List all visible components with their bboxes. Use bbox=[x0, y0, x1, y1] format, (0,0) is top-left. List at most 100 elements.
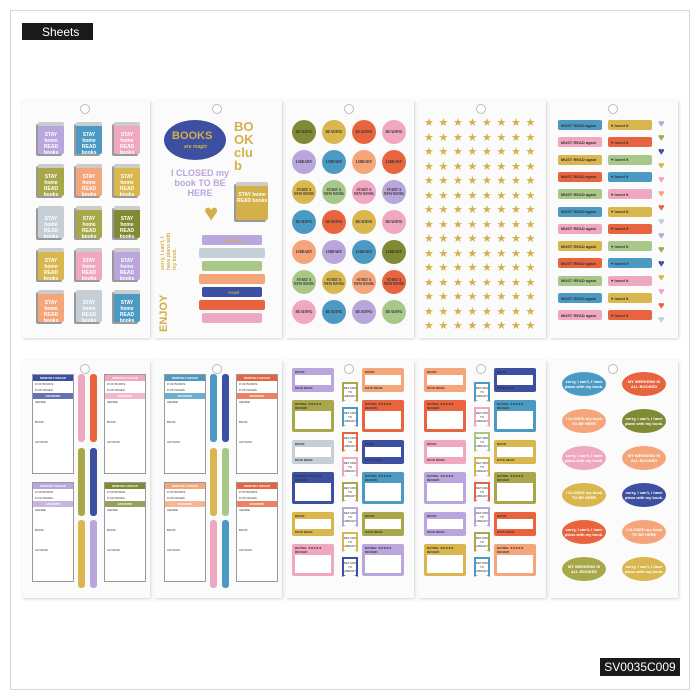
star-sticker: ★ bbox=[525, 175, 536, 187]
genre-field: GENRE: bbox=[107, 508, 119, 512]
recap-pages: # OF PAGES: bbox=[239, 496, 258, 500]
star-sticker: ★ bbox=[525, 160, 536, 173]
loved-it-label: ♥ loved it bbox=[608, 258, 652, 269]
reading-circle: READING bbox=[352, 300, 376, 324]
star-sticker: ★ bbox=[482, 117, 492, 129]
hang-hole-icon bbox=[80, 104, 90, 114]
recap-pages: # OF PAGES: bbox=[167, 388, 186, 392]
star-sticker: ★ bbox=[424, 160, 434, 173]
tab-strip bbox=[90, 374, 97, 442]
star-sticker: ★ bbox=[453, 320, 463, 332]
reading-circle: LIBRARY bbox=[322, 150, 346, 174]
star-sticker: ★ bbox=[525, 117, 536, 129]
star-sticker: ★ bbox=[467, 276, 478, 289]
book-box bbox=[427, 447, 463, 457]
author-field: AUTHOR: bbox=[239, 440, 253, 444]
star-sticker: ★ bbox=[438, 305, 449, 318]
star-sticker: ★ bbox=[424, 305, 434, 318]
star-sticker: ★ bbox=[424, 218, 434, 231]
sorry-text: sorry, I can't, I have plans with my boo… bbox=[160, 232, 178, 270]
favorite-header: FAVORITE bbox=[165, 501, 205, 507]
books-sub: are magic bbox=[184, 144, 208, 150]
return-flag: RETURN TO LIBRARY bbox=[474, 557, 490, 577]
review-box bbox=[295, 483, 331, 501]
book-card: BOOK: DATE READ: bbox=[494, 440, 536, 464]
loved-it-label: ♥ loved it bbox=[608, 223, 652, 234]
star-sticker: ★ bbox=[482, 305, 492, 318]
star-sticker: ★ bbox=[482, 262, 492, 274]
speech-bubble: sorry, I can't, I have plans with my boo… bbox=[562, 372, 606, 396]
book-card: BOOK: DATE READ: bbox=[362, 368, 404, 392]
review-label: REVIEW: bbox=[497, 478, 510, 482]
tab-strip bbox=[210, 520, 217, 588]
star-sticker: ★ bbox=[438, 146, 449, 158]
book-card: BOOK: DATE READ: bbox=[362, 512, 404, 536]
hang-hole-icon bbox=[212, 364, 222, 374]
sheet-stay-home-books: STAY home READ books STAY home READ books… bbox=[22, 100, 150, 338]
speech-bubble: I CLOSED my book TO BE HERE bbox=[622, 520, 666, 544]
book-label: BOOK: bbox=[497, 514, 507, 518]
rating-label: RATING: ★★★★★ bbox=[295, 546, 322, 550]
rating-label: RATING: ★★★★★ bbox=[427, 546, 454, 550]
star-sticker: ★ bbox=[467, 291, 478, 303]
monthly-recap-card: MONTHLY RECAP # OF BOOKS: # OF PAGES: FAVOR… bbox=[32, 374, 74, 474]
book-spine bbox=[202, 313, 262, 323]
star-sticker: ★ bbox=[511, 262, 521, 274]
heart-sticker: ♥ bbox=[204, 200, 219, 227]
book-box bbox=[497, 375, 533, 385]
speech-bubble-books bbox=[164, 120, 226, 160]
rating-label: RATING: ★★★★★ bbox=[497, 402, 524, 406]
recap-header: MONTHLY RECAP bbox=[165, 375, 205, 381]
reading-circle: READING bbox=[292, 120, 316, 144]
star-sticker: ★ bbox=[496, 218, 507, 231]
star-sticker: ★ bbox=[438, 189, 449, 202]
date-label: DATE READ: bbox=[427, 386, 446, 390]
heart-icon: ♥ bbox=[658, 146, 665, 158]
star-sticker: ★ bbox=[467, 131, 478, 144]
rating-label: RATING: ★★★★★ bbox=[497, 546, 524, 550]
star-sticker: ★ bbox=[525, 276, 536, 289]
star-sticker: ★ bbox=[525, 247, 536, 260]
star-sticker: ★ bbox=[482, 146, 492, 158]
monthly-recap-card: MONTHLY RECAP # OF BOOKS: # OF PAGES: FAVOR… bbox=[164, 374, 206, 474]
book-label: BOOK: bbox=[427, 514, 437, 518]
heart-icon: ♥ bbox=[658, 188, 665, 200]
recap-pages: # OF PAGES: bbox=[107, 496, 126, 500]
star-sticker: ★ bbox=[511, 117, 521, 129]
speech-bubble: MY WEEKEND IS ALL BOOKED bbox=[622, 446, 666, 470]
product-sku: SV0035C009 bbox=[600, 658, 680, 676]
review-box bbox=[427, 555, 463, 573]
reading-circle: START A NEW BOOK bbox=[352, 180, 376, 204]
star-sticker: ★ bbox=[453, 291, 463, 303]
book-box bbox=[427, 519, 463, 529]
star-sticker: ★ bbox=[525, 233, 536, 245]
book-field: BOOK: bbox=[239, 528, 249, 532]
star-sticker: ★ bbox=[511, 320, 521, 332]
star-sticker: ★ bbox=[453, 218, 463, 231]
star-sticker: ★ bbox=[511, 175, 521, 187]
review-box bbox=[295, 555, 331, 573]
star-sticker: ★ bbox=[511, 233, 521, 245]
star-sticker: ★ bbox=[438, 262, 449, 274]
reading-circle: START A NEW BOOK bbox=[322, 270, 346, 294]
speech-bubble: sorry, I can't, I have plans with my boo… bbox=[622, 409, 666, 433]
speech-bubble: MY WEEKEND IS ALL BOOKED bbox=[562, 557, 606, 581]
star-sticker: ★ bbox=[482, 247, 492, 260]
book-spine bbox=[199, 300, 265, 310]
favorite-header: FAVORITE bbox=[237, 393, 277, 399]
book-card: BOOK: DATE READ: bbox=[424, 368, 466, 392]
book-spine bbox=[199, 274, 265, 284]
review-card: RATING: ★★★★★ REVIEW: bbox=[362, 472, 404, 504]
star-sticker: ★ bbox=[511, 276, 521, 289]
review-box bbox=[427, 411, 463, 429]
book-sticker: STAY home READ books bbox=[114, 206, 140, 240]
return-flag: RETURN TO LIBRARY bbox=[342, 432, 358, 452]
book-field: BOOK: bbox=[107, 528, 117, 532]
star-sticker: ★ bbox=[438, 291, 449, 303]
hang-hole-icon bbox=[344, 364, 354, 374]
star-sticker: ★ bbox=[453, 189, 463, 202]
heart-icon: ♥ bbox=[658, 230, 665, 242]
tab-strip bbox=[78, 448, 85, 516]
star-sticker: ★ bbox=[453, 175, 463, 187]
genre-field: GENRE: bbox=[35, 508, 47, 512]
